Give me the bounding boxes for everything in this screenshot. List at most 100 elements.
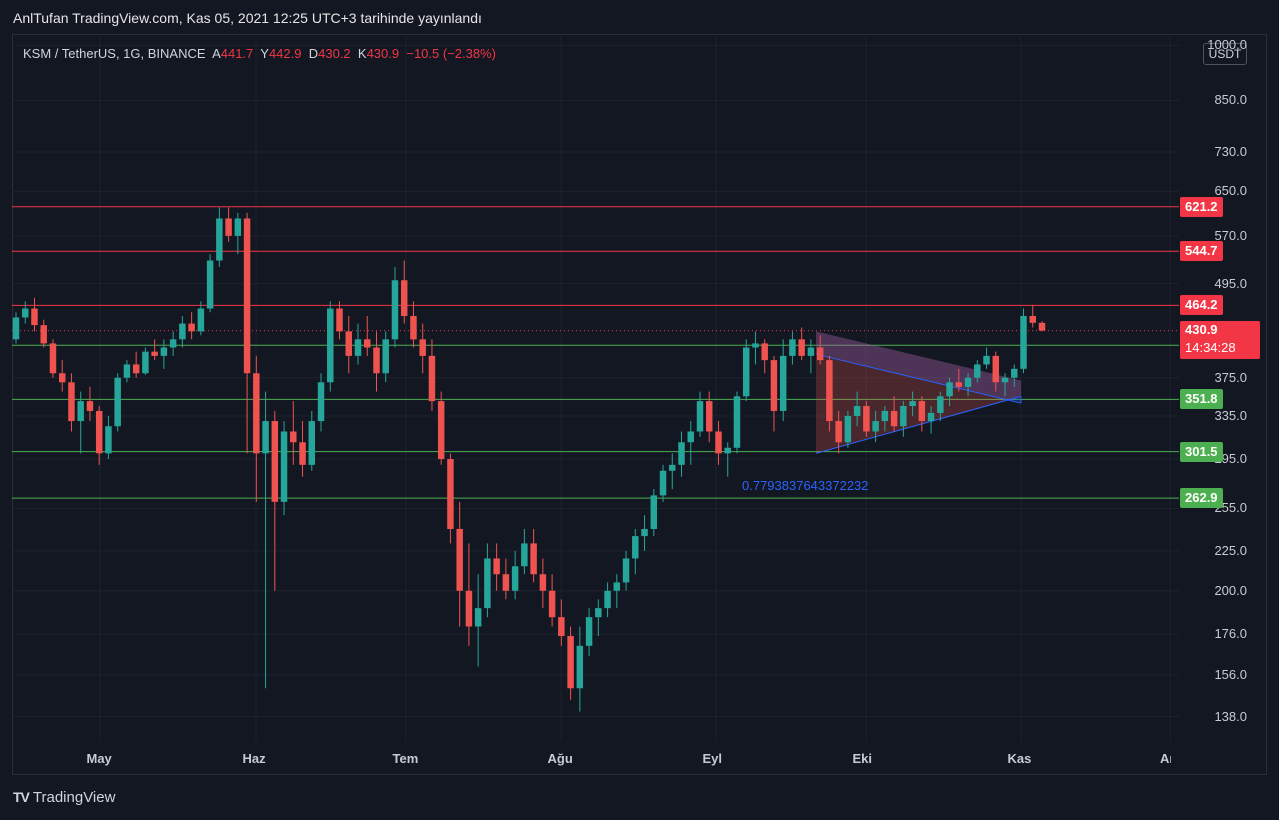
candle-body — [816, 347, 824, 361]
candle-body — [558, 617, 565, 637]
tradingview-logo: TV TradingView — [13, 789, 116, 806]
candle-body — [687, 431, 694, 443]
candle-body — [706, 401, 713, 432]
candle-body — [280, 431, 288, 502]
candle-body — [937, 396, 944, 413]
candle-body — [853, 406, 861, 416]
candle-body — [530, 543, 537, 575]
currency-button[interactable]: USDT — [1203, 43, 1247, 65]
candle-body — [872, 421, 879, 432]
candle-body — [992, 355, 1000, 383]
candle-body — [243, 218, 251, 374]
high-label: Y — [260, 46, 269, 61]
candle-body — [474, 608, 482, 627]
candle-body — [900, 406, 907, 427]
price-tick-label: 650.0 — [1214, 183, 1247, 199]
publish-info: AnlTufan TradingView.com, Kas 05, 2021 1… — [13, 10, 482, 26]
candle-body — [456, 528, 463, 591]
candle-body — [225, 218, 232, 236]
low-label: D — [308, 46, 319, 61]
candle-body — [308, 421, 316, 465]
candle-body — [419, 339, 426, 356]
candle-body — [696, 401, 704, 432]
candle-body — [327, 308, 334, 383]
candle-body — [382, 339, 389, 374]
support-price-tag: 262.9 — [1180, 488, 1223, 509]
price-tick-label: 138.0 — [1214, 708, 1247, 724]
candle-body — [354, 339, 362, 356]
price-tick-label: 570.0 — [1214, 227, 1247, 243]
candle-body — [576, 645, 584, 689]
candle-body — [49, 343, 57, 374]
candle-body — [31, 308, 38, 326]
time-tick-label: Ağu — [547, 751, 573, 766]
candle-body — [1038, 322, 1046, 331]
channel-upper-line — [815, 353, 1022, 404]
candle-body — [391, 280, 399, 340]
candle-body — [132, 364, 140, 374]
low-value: 430.2 — [318, 46, 351, 61]
candle-body — [974, 364, 981, 378]
candle-body — [188, 323, 195, 332]
candle-body — [484, 558, 491, 609]
high-value: 442.9 — [268, 46, 302, 61]
candle-body — [918, 401, 926, 422]
candle-body — [447, 459, 454, 529]
candle-body — [206, 260, 214, 309]
price-tick-label: 850.0 — [1214, 92, 1247, 108]
bar-countdown: 14:34:28 — [1185, 339, 1236, 355]
candle-body — [835, 421, 842, 443]
time-tick-label: Eyl — [702, 751, 723, 766]
candle-body — [262, 421, 269, 454]
time-tick-label: Haz — [242, 751, 266, 766]
candle-body — [779, 355, 787, 411]
channel-annotation: 0.7793837643372232 — [742, 478, 869, 493]
price-tick-label: 730.0 — [1214, 144, 1247, 160]
candle-body — [77, 401, 84, 422]
candle-body — [798, 339, 805, 356]
candle-body — [142, 351, 149, 374]
candle-body — [983, 355, 990, 365]
candle-body — [909, 401, 916, 407]
price-tick-label: 200.0 — [1214, 582, 1247, 598]
symbol-name[interactable]: KSM / TetherUS, 1G, BINANCE — [23, 46, 206, 61]
candle-body — [114, 377, 121, 427]
candle-body — [169, 339, 177, 348]
candle-body — [12, 317, 20, 340]
price-tick-label: 255.0 — [1214, 500, 1247, 516]
chart-frame — [12, 34, 1267, 775]
candle-body — [1011, 368, 1018, 378]
candle-body — [742, 347, 750, 397]
close-label: K — [357, 46, 367, 61]
candle-body — [123, 364, 131, 378]
candle-body — [613, 582, 621, 591]
candle-body — [669, 464, 676, 471]
candle-body — [659, 470, 667, 496]
candle-body — [336, 308, 343, 332]
channel-lower-line — [815, 395, 1022, 454]
support-price-tag: 301.5 — [1180, 441, 1223, 462]
candle-body — [179, 323, 186, 340]
candle-body — [290, 431, 297, 443]
candle-body — [881, 410, 889, 422]
candle-body — [68, 382, 75, 422]
candle-body — [863, 406, 870, 432]
candle-body — [1020, 315, 1027, 369]
time-tick-label: Kas — [1007, 751, 1032, 766]
price-chart[interactable] — [12, 34, 1179, 742]
candle-body — [1029, 315, 1036, 323]
candle-body — [678, 442, 685, 465]
last-price-value: 430.9 — [1185, 321, 1218, 337]
resistance-price-tag: 464.2 — [1180, 295, 1223, 316]
candle-body — [428, 355, 436, 402]
time-tick-label: Tem — [392, 751, 419, 766]
candle-body — [253, 373, 260, 454]
candle-body — [715, 431, 722, 454]
candle-body — [299, 442, 306, 465]
candle-body — [317, 382, 325, 422]
candle-body — [724, 447, 731, 454]
candle-body — [22, 308, 29, 318]
close-value: 430.9 — [366, 46, 400, 61]
candle-body — [493, 558, 500, 575]
candle-body — [105, 426, 112, 454]
